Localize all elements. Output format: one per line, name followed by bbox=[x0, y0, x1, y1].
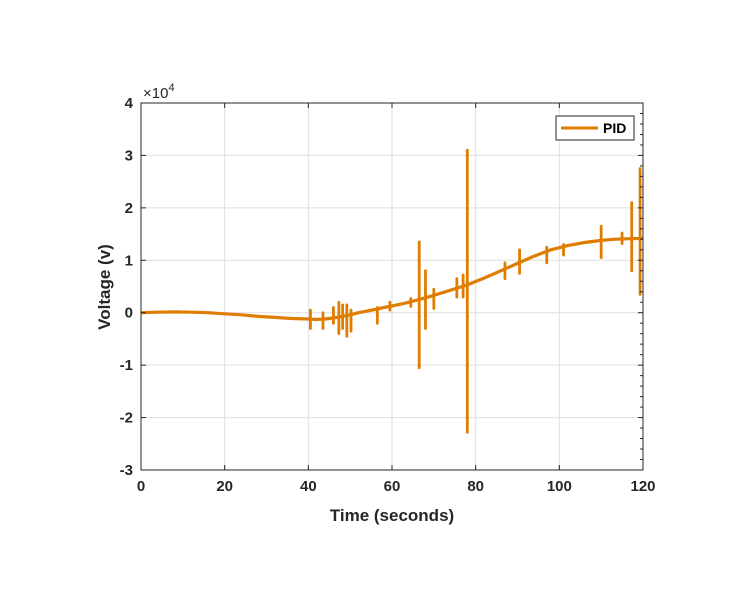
x-tick-label: 60 bbox=[384, 478, 401, 495]
x-tick-label: 100 bbox=[547, 478, 572, 495]
y-exponent-power: 4 bbox=[168, 82, 174, 94]
y-tick-label: -2 bbox=[120, 410, 133, 427]
y-tick-label: -1 bbox=[120, 357, 133, 374]
x-tick-label: 120 bbox=[630, 478, 655, 495]
y-tick-label: 0 bbox=[125, 305, 133, 322]
x-tick-label: 40 bbox=[300, 478, 317, 495]
grid bbox=[140, 102, 644, 471]
legend[interactable]: PID bbox=[555, 115, 635, 141]
legend-label-pid: PID bbox=[603, 120, 626, 136]
ticks: 0 20 40 60 80 100 120 -3 -2 -1 0 1 2 3 4 bbox=[120, 95, 656, 495]
y-tick-label: -3 bbox=[120, 462, 133, 479]
y-tick-label: 3 bbox=[125, 147, 133, 164]
y-tick-label: 2 bbox=[125, 200, 133, 217]
y-tick-label: 4 bbox=[125, 95, 134, 112]
x-axis-label: Time (seconds) bbox=[330, 506, 454, 525]
y-tick-label: 1 bbox=[125, 252, 133, 269]
y-axis-label: Voltage (v) bbox=[95, 244, 114, 330]
x-tick-label: 0 bbox=[137, 478, 145, 495]
x-tick-label: 80 bbox=[467, 478, 484, 495]
series-line-pid bbox=[140, 236, 644, 322]
x-tick-label: 20 bbox=[216, 478, 233, 495]
series-pid bbox=[140, 148, 644, 434]
y-exponent-label: ×104 bbox=[143, 82, 175, 102]
